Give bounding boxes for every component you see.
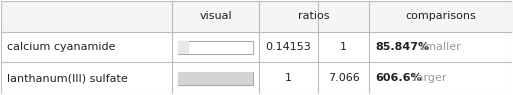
Text: 1: 1 [285, 73, 292, 83]
Text: 85.847%: 85.847% [375, 42, 429, 52]
FancyBboxPatch shape [178, 41, 189, 53]
FancyBboxPatch shape [178, 41, 253, 53]
FancyBboxPatch shape [178, 72, 253, 85]
Text: larger: larger [410, 73, 447, 83]
Text: visual: visual [199, 11, 232, 21]
Text: 1: 1 [340, 42, 347, 52]
Text: ratios: ratios [298, 11, 330, 21]
Text: 7.066: 7.066 [328, 73, 359, 83]
Text: comparisons: comparisons [405, 11, 476, 21]
FancyBboxPatch shape [178, 72, 253, 85]
Text: 606.6%: 606.6% [375, 73, 422, 83]
Text: smaller: smaller [417, 42, 461, 52]
Text: calcium cyanamide: calcium cyanamide [7, 42, 115, 52]
Text: lanthanum(III) sulfate: lanthanum(III) sulfate [7, 73, 128, 83]
Text: 0.14153: 0.14153 [266, 42, 311, 52]
